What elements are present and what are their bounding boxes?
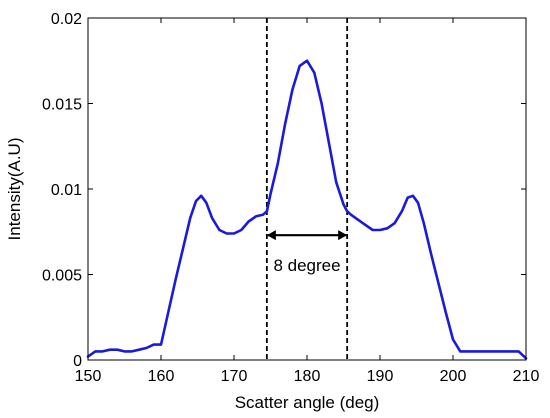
x-tick-label: 150 — [75, 368, 102, 385]
x-tick-label: 170 — [221, 368, 248, 385]
y-tick-label: 0.01 — [51, 182, 82, 199]
x-axis-label: Scatter angle (deg) — [235, 393, 380, 412]
x-tick-label: 210 — [513, 368, 540, 385]
x-tick-label: 180 — [294, 368, 321, 385]
angle-annotation: 8 degree — [273, 256, 340, 275]
x-tick-label: 200 — [440, 368, 467, 385]
x-tick-label: 190 — [367, 368, 394, 385]
axes: 150 160 170 180 190 200 210 0 0.005 0.01 0.015 0.02 — [42, 11, 539, 385]
y-axis-label: Intensity(A.U) — [5, 138, 24, 241]
series-line — [86, 59, 528, 360]
y-tick-label: 0.015 — [42, 97, 82, 114]
y-tick-label: 0.02 — [51, 11, 82, 28]
plot-area — [86, 18, 528, 360]
y-tick-label: 0.005 — [42, 268, 82, 285]
x-tick-label: 160 — [148, 368, 175, 385]
y-tick-label: 0 — [73, 353, 82, 370]
axes-box — [87, 17, 527, 361]
